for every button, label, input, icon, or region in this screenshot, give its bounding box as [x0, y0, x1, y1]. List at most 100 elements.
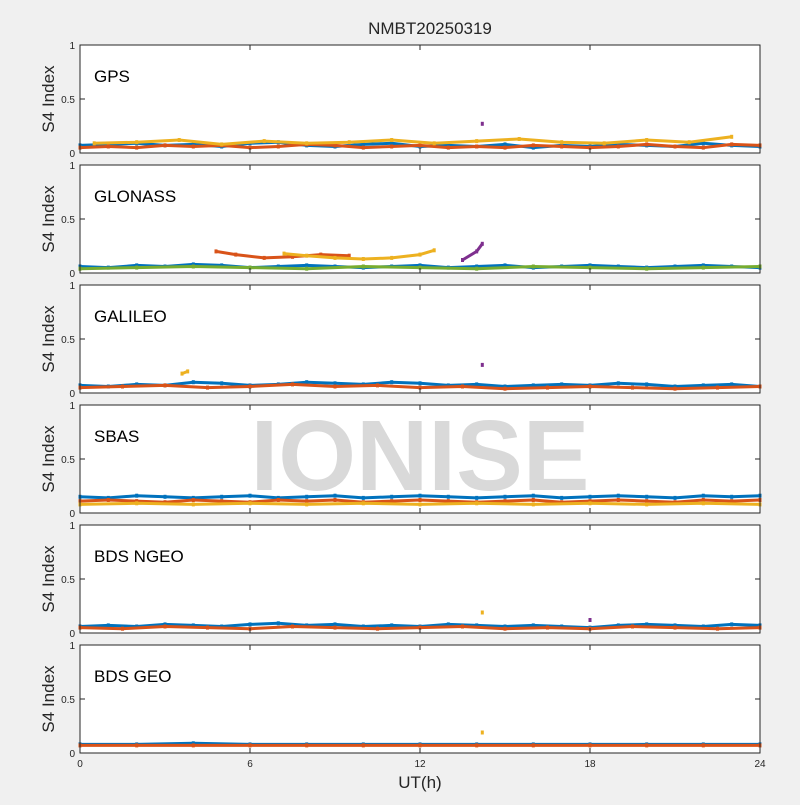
data-point [673, 623, 677, 628]
data-point [475, 623, 479, 628]
y-tick-label: 0.5 [61, 455, 75, 466]
data-point [163, 622, 167, 627]
panel-3: 0 0.5 1 S4 Index SBAS [39, 401, 762, 520]
data-point [376, 383, 379, 388]
data-point [333, 255, 337, 260]
data-point [475, 382, 479, 387]
data-point [616, 623, 620, 628]
data-point [531, 743, 535, 748]
data-point [461, 384, 464, 389]
y-tick-label: 0 [69, 629, 75, 640]
data-point [531, 502, 535, 507]
y-tick-label: 0 [69, 749, 75, 760]
panel-4: 0 0.5 1 S4 Index BDS NGEO [39, 521, 762, 640]
x-tick-label: 18 [584, 759, 596, 770]
data-point [645, 502, 649, 507]
data-point [220, 142, 224, 147]
data-point [616, 498, 620, 502]
data-point [418, 493, 422, 498]
data-point [560, 500, 564, 505]
data-point [305, 141, 309, 146]
data-point [191, 495, 195, 500]
series-3 [461, 241, 484, 262]
data-point [716, 385, 719, 390]
data-point [546, 385, 549, 390]
data-point [588, 145, 592, 150]
data-point [560, 144, 564, 149]
panel-label-1: GLONASS [94, 187, 176, 206]
series-1 [78, 382, 762, 391]
data-point [701, 743, 705, 748]
data-point [135, 382, 139, 387]
data-point [390, 494, 394, 499]
y-tick-label: 0.5 [61, 95, 75, 106]
data-point [305, 494, 309, 499]
data-point [305, 380, 309, 385]
y-tick-label: 0 [69, 389, 75, 400]
data-point [390, 380, 394, 385]
panel-background [80, 45, 760, 153]
x-tick-label: 6 [247, 759, 253, 770]
series-1 [214, 249, 351, 260]
series-2 [180, 369, 190, 376]
y-tick-label: 1 [69, 161, 75, 172]
data-point [121, 384, 124, 389]
data-point [191, 741, 195, 746]
panel-0: 0 0.5 1 S4 Index GPS [39, 41, 762, 160]
data-point [602, 141, 606, 146]
data-point [333, 498, 337, 502]
data-point [163, 494, 167, 499]
y-tick-label: 0.5 [61, 695, 75, 706]
series-line [215, 249, 350, 260]
panel-2: 0 0.5 1 S4 Index GALILEO [39, 281, 762, 400]
series-2 [480, 730, 484, 735]
data-point [673, 386, 677, 391]
panel-background [80, 645, 760, 753]
data-point [701, 624, 705, 629]
data-point [305, 266, 309, 271]
data-point [248, 743, 252, 748]
data-point [645, 494, 649, 499]
data-point [645, 622, 649, 627]
data-point [475, 139, 479, 144]
data-point [531, 493, 535, 498]
data-point [418, 381, 422, 386]
data-point [673, 500, 677, 505]
series-1 [78, 743, 762, 748]
data-point [503, 145, 507, 150]
data-point [588, 743, 592, 748]
data-point [163, 500, 167, 505]
data-point [432, 248, 436, 253]
data-point [291, 254, 294, 259]
series-2 [282, 248, 436, 261]
data-point [531, 383, 535, 388]
data-point [701, 493, 705, 498]
data-point [191, 264, 195, 269]
data-point [163, 624, 167, 629]
panel-5: 0 0.5 1 S4 Index BDS GEO [39, 641, 762, 760]
data-point [191, 380, 195, 385]
data-point [730, 142, 734, 147]
data-point [214, 249, 218, 254]
data-point [588, 263, 592, 268]
y-tick-label: 0 [69, 509, 75, 520]
data-point [191, 144, 195, 149]
data-point [546, 625, 549, 630]
panel-background [80, 525, 760, 633]
data-point [673, 144, 677, 149]
series-line [94, 135, 732, 146]
data-point [503, 142, 507, 147]
data-point [376, 626, 379, 631]
data-point [418, 143, 422, 148]
data-point [701, 265, 705, 270]
data-point [135, 499, 139, 504]
data-point [186, 369, 190, 374]
data-point [121, 626, 124, 631]
data-point [135, 501, 139, 506]
data-point [191, 502, 195, 507]
data-point [480, 241, 484, 246]
data-point [673, 625, 677, 630]
panel-label-4: BDS NGEO [94, 547, 184, 566]
data-point [418, 385, 422, 390]
series-2 [92, 134, 734, 147]
